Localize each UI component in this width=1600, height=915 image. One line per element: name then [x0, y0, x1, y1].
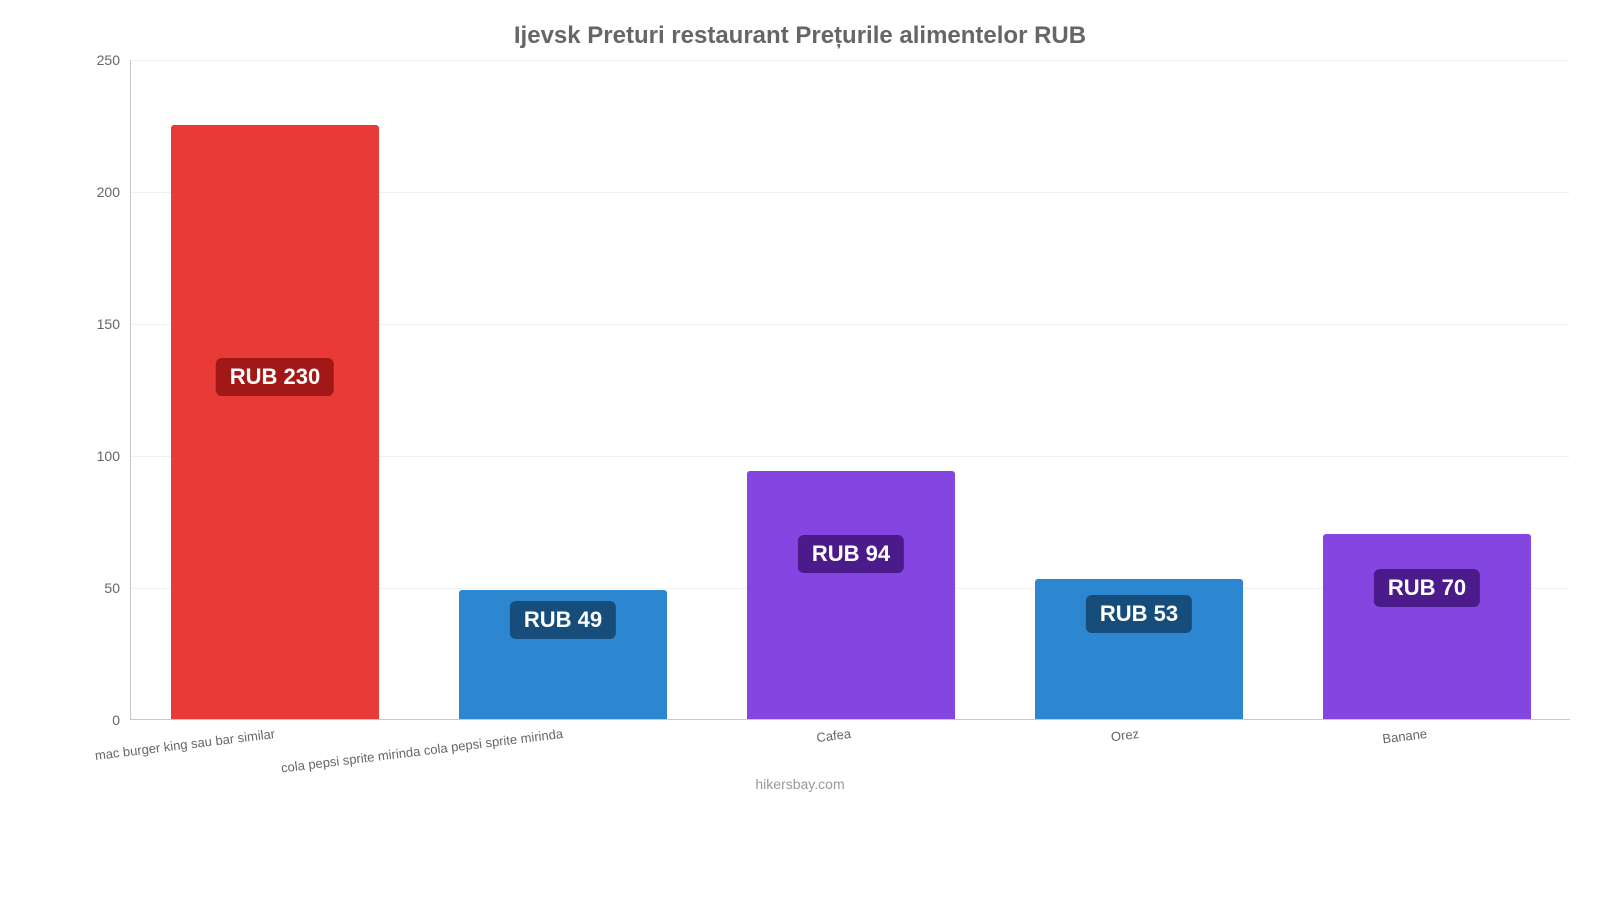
- value-badge: RUB 53: [1086, 595, 1192, 633]
- value-badge: RUB 70: [1374, 569, 1480, 607]
- chart-container: Ijevsk Preturi restaurant Prețurile alim…: [0, 0, 1600, 800]
- value-badge: RUB 49: [510, 601, 616, 639]
- bar: [1323, 534, 1530, 719]
- y-tick-label: 150: [70, 316, 120, 332]
- bar: [171, 125, 378, 719]
- value-badge: RUB 230: [216, 358, 334, 396]
- bar: [747, 471, 954, 719]
- chart-title: Ijevsk Preturi restaurant Prețurile alim…: [0, 22, 1600, 50]
- y-tick-label: 0: [70, 712, 120, 728]
- y-tick-label: 250: [70, 52, 120, 68]
- y-tick-label: 50: [70, 580, 120, 596]
- y-tick-label: 200: [70, 184, 120, 200]
- gridline: [131, 60, 1570, 61]
- y-tick-label: 100: [70, 448, 120, 464]
- value-badge: RUB 94: [798, 535, 904, 573]
- plot-area: RUB 230 RUB 49 RUB 94 RUB 53 RUB 70: [130, 60, 1570, 720]
